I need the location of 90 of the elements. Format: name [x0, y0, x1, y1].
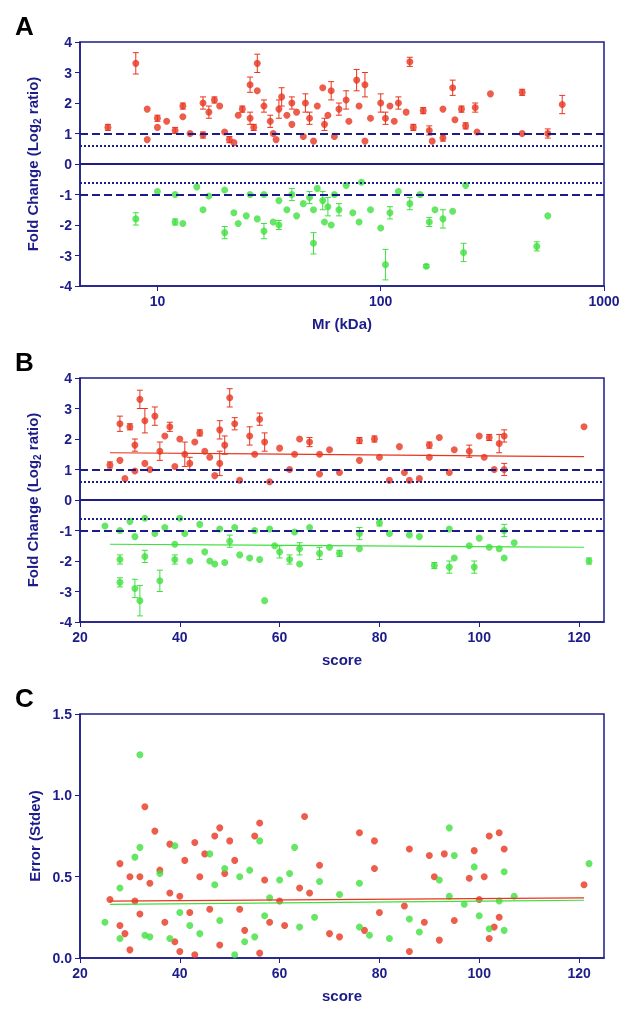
point — [475, 912, 483, 920]
y-tick-label: 4 — [64, 370, 73, 386]
point — [355, 879, 363, 887]
point — [286, 869, 294, 877]
y-tick-label: -1 — [59, 186, 73, 203]
y-tick-label: 1.0 — [52, 787, 73, 804]
x-tick-label: 120 — [567, 629, 591, 645]
point — [585, 860, 593, 868]
x-tick-label: 120 — [567, 965, 591, 981]
x-tick-label: 1000 — [588, 293, 620, 309]
y-axis-title: Fold Change (Log2 ratio) — [23, 412, 43, 588]
y-tick-label: -2 — [59, 553, 73, 569]
y-tick-label: 1 — [64, 125, 73, 142]
point — [171, 842, 179, 850]
y-tick-label: 3 — [64, 400, 73, 417]
point — [176, 908, 184, 916]
point — [500, 868, 508, 876]
x-axis-title: score — [321, 651, 363, 668]
y-tick-label: 4 — [64, 34, 73, 50]
point — [276, 876, 284, 884]
point — [211, 881, 219, 889]
x-tick-label: 40 — [172, 629, 188, 645]
x-axis-title: score — [321, 987, 363, 1004]
y-axis-title: Error (Stdev) — [25, 790, 43, 882]
x-tick-label: 100 — [467, 965, 492, 981]
x-tick-label: 40 — [172, 965, 188, 981]
x-tick-label: 80 — [371, 965, 388, 981]
point — [136, 751, 144, 759]
y-tick-label: 3 — [64, 64, 73, 81]
point — [136, 843, 144, 851]
chart-title: C — [15, 683, 34, 713]
point — [336, 891, 343, 899]
point — [500, 926, 508, 934]
x-tick-label: 20 — [72, 965, 88, 981]
point — [116, 934, 124, 942]
point — [146, 933, 154, 941]
point — [196, 930, 204, 938]
y-tick-label: 0 — [64, 492, 73, 508]
x-tick-label: 60 — [271, 965, 288, 981]
point — [365, 931, 373, 939]
y-tick-label: -1 — [59, 522, 73, 539]
y-tick-label: 1 — [64, 461, 73, 478]
point — [216, 917, 224, 925]
point — [251, 933, 259, 941]
point — [256, 837, 264, 845]
point — [101, 918, 109, 926]
y-axis-title: Fold Change (Log2 ratio) — [23, 76, 43, 252]
y-tick-label: -2 — [59, 217, 73, 233]
point — [385, 934, 393, 942]
point — [166, 934, 174, 942]
point — [435, 876, 443, 884]
y-tick-label: 0.5 — [52, 868, 73, 885]
y-tick-label: 1.5 — [52, 706, 73, 722]
point — [296, 923, 304, 931]
y-tick-label: -4 — [59, 614, 73, 630]
point — [445, 824, 453, 832]
point — [241, 938, 249, 946]
x-tick-label: 100 — [467, 629, 492, 645]
point — [186, 921, 194, 929]
point — [206, 850, 214, 858]
x-tick-label: 100 — [369, 293, 393, 309]
x-tick-label: 10 — [149, 293, 166, 309]
y-tick-label: -3 — [59, 247, 73, 264]
y-tick-label: 0.0 — [52, 950, 73, 966]
x-tick-label: 60 — [271, 629, 288, 645]
point — [415, 928, 423, 936]
x-axis-title: Mr (kDa) — [311, 315, 373, 332]
point — [246, 866, 254, 874]
point — [261, 912, 269, 920]
chart-title: B — [15, 347, 34, 377]
y-tick-label: -3 — [59, 583, 73, 600]
point — [355, 923, 363, 931]
point — [470, 863, 478, 871]
point — [131, 853, 139, 861]
y-tick-label: 2 — [64, 431, 73, 447]
x-tick-label: 80 — [371, 629, 388, 645]
point — [221, 865, 229, 873]
chart-title: A — [15, 11, 34, 41]
point — [236, 873, 244, 881]
y-tick-label: 0 — [64, 156, 73, 172]
y-tick-label: -4 — [59, 278, 73, 294]
point — [405, 915, 413, 923]
y-tick-label: 2 — [64, 95, 73, 111]
point — [485, 925, 493, 933]
point — [450, 852, 458, 860]
point — [311, 913, 319, 921]
x-tick-label: 20 — [72, 629, 88, 645]
point — [231, 951, 239, 959]
point — [291, 843, 299, 851]
point — [316, 878, 324, 886]
